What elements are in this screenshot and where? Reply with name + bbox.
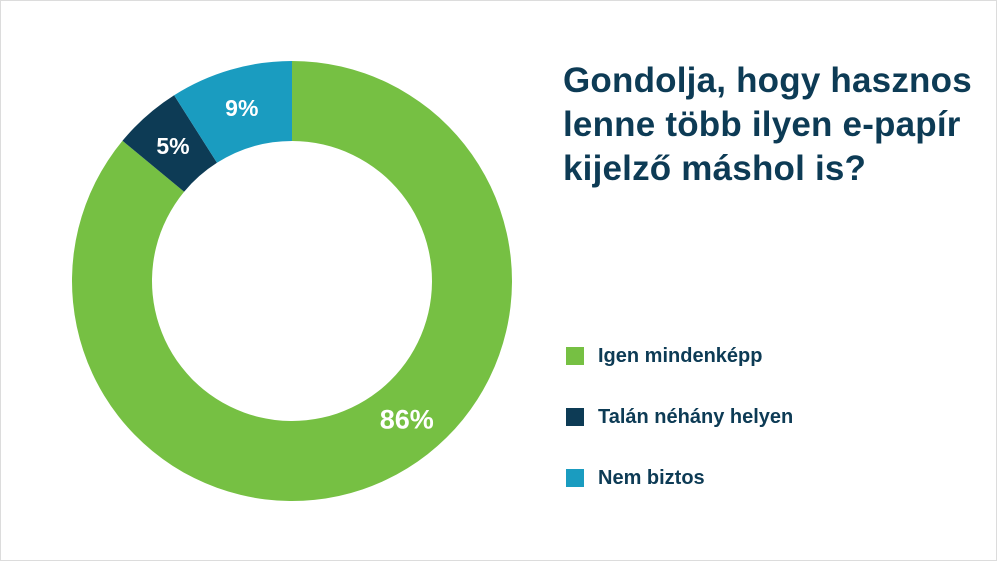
slice-label: 5% [156, 133, 189, 159]
legend-item: Talán néhány helyen [566, 402, 793, 432]
slice-nem [174, 61, 292, 163]
slice-label: 86% [380, 405, 434, 435]
legend-label: Igen mindenképp [598, 344, 763, 367]
legend-swatch [566, 408, 584, 426]
legend-item: Nem biztos [566, 463, 793, 493]
slice-igen [71, 61, 512, 501]
slice-talan [122, 95, 217, 192]
legend-swatch [566, 469, 584, 487]
legend-label: Nem biztos [598, 466, 705, 489]
legend-item: Igen mindenképp [566, 341, 793, 371]
legend: Igen mindenképp Talán néhány helyen Nem … [566, 341, 793, 524]
legend-swatch [566, 347, 584, 365]
legend-label: Talán néhány helyen [598, 405, 794, 428]
slice-label: 9% [225, 95, 258, 121]
chart-title: Gondolja, hogy hasznos lenne több ilyen … [563, 61, 972, 188]
